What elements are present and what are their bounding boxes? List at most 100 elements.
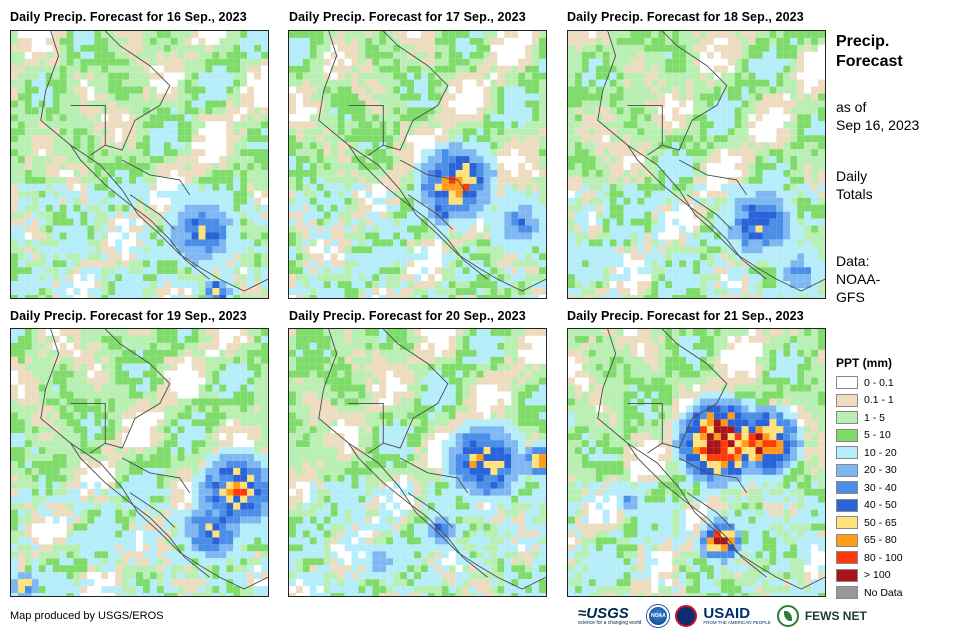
legend-item: No Data: [836, 584, 903, 602]
country-border-line: [129, 194, 176, 230]
country-border-line: [121, 159, 190, 196]
country-border-line: [104, 31, 171, 151]
precip-map-21-sep: [567, 328, 826, 597]
legend-item: 65 - 80: [836, 532, 903, 550]
noaa-logo-text: NOAA: [651, 613, 666, 619]
country-border-line: [348, 402, 384, 454]
legend-label: > 100: [864, 569, 891, 582]
legend-swatch: [836, 428, 858, 442]
partner-logos: ≈USGS science for a changing world NOAA …: [578, 603, 867, 629]
daily-totals-note: Daily Totals: [836, 167, 873, 203]
as-of-value: Sep 16, 2023: [836, 117, 920, 133]
country-border-line: [661, 329, 728, 449]
country-border-line: [318, 31, 546, 292]
as-of-date: as of Sep 16, 2023: [836, 98, 919, 134]
legend-item: 5 - 10: [836, 427, 903, 445]
precip-map-17-sep: [288, 30, 547, 299]
as-of-label: as of: [836, 99, 867, 115]
legend-swatch: [836, 586, 858, 600]
country-border-line: [597, 31, 825, 292]
country-border-line: [627, 104, 663, 156]
country-border-line: [104, 329, 171, 449]
country-border-line: [70, 144, 210, 280]
forecast-title-line1: Precip.: [836, 33, 890, 50]
usaid-logo-text: USAID: [703, 605, 751, 623]
legend-swatch: [836, 498, 858, 512]
country-border-line: [70, 402, 106, 454]
country-border-line: [661, 31, 728, 151]
country-border-line: [407, 492, 454, 528]
country-border-line: [627, 144, 767, 280]
usgs-logo-text: ≈USGS: [578, 605, 629, 622]
noaa-logo: NOAA: [647, 605, 670, 627]
legend-label: 65 - 80: [864, 534, 897, 547]
country-border-line: [678, 159, 747, 196]
country-border-line: [407, 194, 454, 230]
legend-item: 0 - 0.1: [836, 374, 903, 392]
legend-item: 20 - 30: [836, 462, 903, 480]
legend-item: 50 - 65: [836, 514, 903, 532]
country-border-line: [382, 329, 449, 449]
panel-title-5: Daily Precip. Forecast for 20 Sep., 2023: [289, 309, 526, 323]
legend-swatch: [836, 446, 858, 460]
legend-label: 1 - 5: [864, 411, 886, 424]
panel-title-6: Daily Precip. Forecast for 21 Sep., 2023: [567, 309, 804, 323]
fews-net-logo-text: FEWS NET: [804, 609, 867, 623]
country-border-line: [382, 31, 449, 151]
legend-label: No Data: [864, 586, 903, 599]
legend-swatch: [836, 393, 858, 407]
daily-totals-line1: Daily: [836, 168, 868, 184]
country-border-line: [70, 442, 210, 578]
country-border-line: [686, 194, 733, 230]
usgs-logo-tagline: science for a changing world: [578, 620, 642, 626]
country-border-line: [627, 442, 767, 578]
map-credit: Map produced by USGS/EROS: [10, 610, 164, 622]
forecast-title-line2: Forecast: [836, 53, 903, 70]
panel-title-2: Daily Precip. Forecast for 17 Sep., 2023: [289, 10, 526, 24]
legend-item: 30 - 40: [836, 479, 903, 497]
data-source-line3: GFS: [836, 289, 865, 305]
usaid-logo: USAID FROM THE AMERICAN PEOPLE: [703, 606, 770, 626]
legend-item: 40 - 50: [836, 497, 903, 515]
precip-map-18-sep: [567, 30, 826, 299]
country-border-line: [70, 104, 106, 156]
ppt-legend: PPT (mm) 0 - 0.1 0.1 - 1 1 - 5 5 - 10 10 - 2…: [836, 356, 903, 602]
legend-label: 0 - 0.1: [864, 376, 894, 389]
country-border-line: [121, 457, 190, 494]
precip-map-19-sep: [10, 328, 269, 597]
legend-label: 5 - 10: [864, 429, 891, 442]
legend-label: 0.1 - 1: [864, 394, 894, 407]
legend-label: 10 - 20: [864, 446, 897, 459]
legend-title: PPT (mm): [836, 356, 893, 370]
legend-swatch: [836, 533, 858, 547]
data-source: Data: NOAA- GFS: [836, 252, 880, 306]
legend-label: 20 - 30: [864, 464, 897, 477]
country-border-line: [627, 402, 663, 454]
legend-swatch: [836, 551, 858, 565]
country-border-line: [348, 144, 488, 280]
data-source-line2: NOAA-: [836, 271, 881, 287]
panel-title-4: Daily Precip. Forecast for 19 Sep., 2023: [10, 309, 247, 323]
country-border-line: [348, 442, 488, 578]
legend-swatch: [836, 516, 858, 530]
country-border-line: [129, 492, 176, 528]
fews-net-leaf-icon: [776, 605, 799, 627]
precip-map-16-sep: [10, 30, 269, 299]
legend-label: 40 - 50: [864, 499, 897, 512]
legend-item: > 100: [836, 567, 903, 585]
legend-label: 30 - 40: [864, 481, 897, 494]
legend-item: 0.1 - 1: [836, 392, 903, 410]
precip-map-20-sep: [288, 328, 547, 597]
country-border-line: [318, 329, 546, 590]
legend-item: 10 - 20: [836, 444, 903, 462]
country-border-line: [678, 457, 747, 494]
legend-label: 80 - 100: [864, 551, 903, 564]
country-border-line: [399, 457, 468, 494]
usaid-seal-icon: [675, 605, 698, 627]
data-source-line1: Data:: [836, 253, 870, 269]
country-border-line: [348, 104, 384, 156]
panel-title-3: Daily Precip. Forecast for 18 Sep., 2023: [567, 10, 804, 24]
usgs-logo: ≈USGS science for a changing world: [578, 606, 641, 626]
country-border-line: [597, 329, 825, 590]
country-border-line: [686, 492, 733, 528]
